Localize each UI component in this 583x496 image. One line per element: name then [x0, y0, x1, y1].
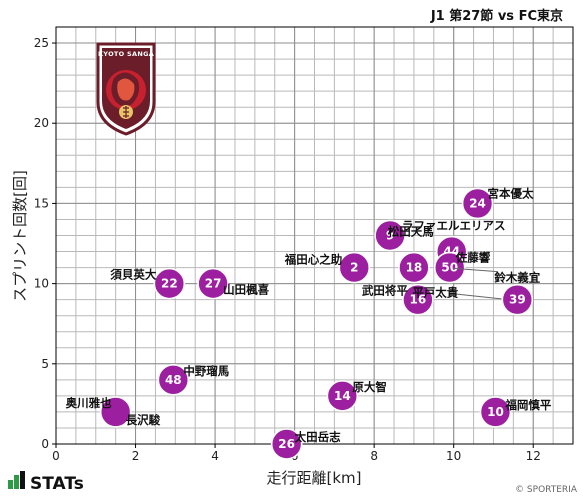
y-axis-label: スプリント回数[回]: [11, 170, 29, 302]
data-point: [157, 364, 190, 396]
data-point-label: 中野瑠馬: [183, 364, 229, 378]
copyright-text: © SPORTERIA: [515, 485, 578, 495]
data-point: [197, 267, 229, 300]
x-tick-label: 0: [52, 449, 60, 463]
y-tick-label: 0: [41, 437, 49, 451]
logo-text: KYOTO SANGA: [98, 50, 154, 58]
data-point: [374, 219, 406, 252]
brand-bar-icon: [14, 475, 19, 489]
data-point: [433, 251, 466, 284]
data-point-label: 福岡慎平: [504, 398, 551, 412]
y-tick-label: 10: [34, 277, 49, 291]
data-point: [326, 380, 359, 412]
data-point: [99, 396, 132, 428]
x-tick-label: 10: [446, 449, 461, 463]
y-tick-label: 25: [34, 36, 49, 50]
data-point-label: 武田将平: [362, 284, 408, 298]
data-point-number: 39: [509, 293, 526, 307]
data-point: [398, 251, 430, 284]
data-point-number: 24: [469, 196, 486, 210]
x-tick-label: 4: [211, 449, 219, 463]
brand-text: STATs: [30, 474, 84, 494]
data-point-label: 松田天馬: [388, 225, 434, 239]
data-point-number: 9: [386, 229, 394, 243]
x-tick-label: 12: [526, 449, 541, 463]
y-tick-label: 5: [41, 357, 49, 371]
data-point-label: 奥川雅也: [65, 396, 112, 410]
data-point-number: 27: [205, 277, 222, 291]
brand-bar-icon: [20, 471, 25, 489]
data-point-label: ラファエルエリアス: [402, 219, 506, 233]
label-leader-line: [453, 267, 498, 273]
data-point-number: 48: [165, 373, 182, 387]
data-point-number: 22: [161, 277, 178, 291]
data-point: [153, 267, 186, 300]
x-tick-label: 8: [370, 449, 378, 463]
data-point-label: 山田楓喜: [223, 283, 269, 297]
axis-ticks: 0246810120510152025: [34, 36, 541, 463]
data-point: [270, 428, 303, 460]
data-point-label: 太田岳志: [294, 430, 341, 444]
brand-bar-icon: [8, 480, 13, 489]
data-point-number: 16: [410, 293, 427, 307]
data-point: [501, 283, 534, 316]
data-point: [461, 187, 494, 220]
data-point-label: 佐藤響: [455, 251, 491, 265]
plot-frame: [55, 26, 574, 445]
data-point-number: 2: [350, 261, 358, 275]
data-point: [402, 283, 434, 316]
data-point: [338, 251, 371, 284]
data-point-label: 原大智: [352, 380, 387, 394]
x-tick-label: 2: [132, 449, 140, 463]
kyoto-sanga-logo: KYOTO SANGA: [96, 42, 156, 136]
data-point-number: 10: [487, 405, 504, 419]
data-point-label: 長沢駿: [126, 413, 161, 427]
x-axis-label: 走行距離[km]: [266, 469, 361, 487]
y-tick-label: 20: [34, 116, 49, 130]
data-point: [479, 396, 512, 428]
chart-title: J1 第27節 vs FC東京: [430, 8, 563, 24]
data-point-number: 18: [406, 261, 423, 275]
data-point-label: 平戸太貴: [412, 286, 458, 300]
label-leader-line: [455, 293, 502, 300]
data-point-number: 50: [441, 261, 458, 275]
data-point-label: 鈴木義宜: [494, 271, 540, 285]
data-point-label: 福田心之助: [284, 253, 343, 267]
stats-brand: STATs: [8, 471, 84, 494]
y-tick-label: 15: [34, 196, 49, 210]
data-point-number: 14: [334, 389, 351, 403]
data-point-label: 宮本優太: [488, 186, 534, 200]
data-point-label: 須貝英大: [109, 268, 156, 282]
data-point-number: 26: [278, 437, 295, 451]
